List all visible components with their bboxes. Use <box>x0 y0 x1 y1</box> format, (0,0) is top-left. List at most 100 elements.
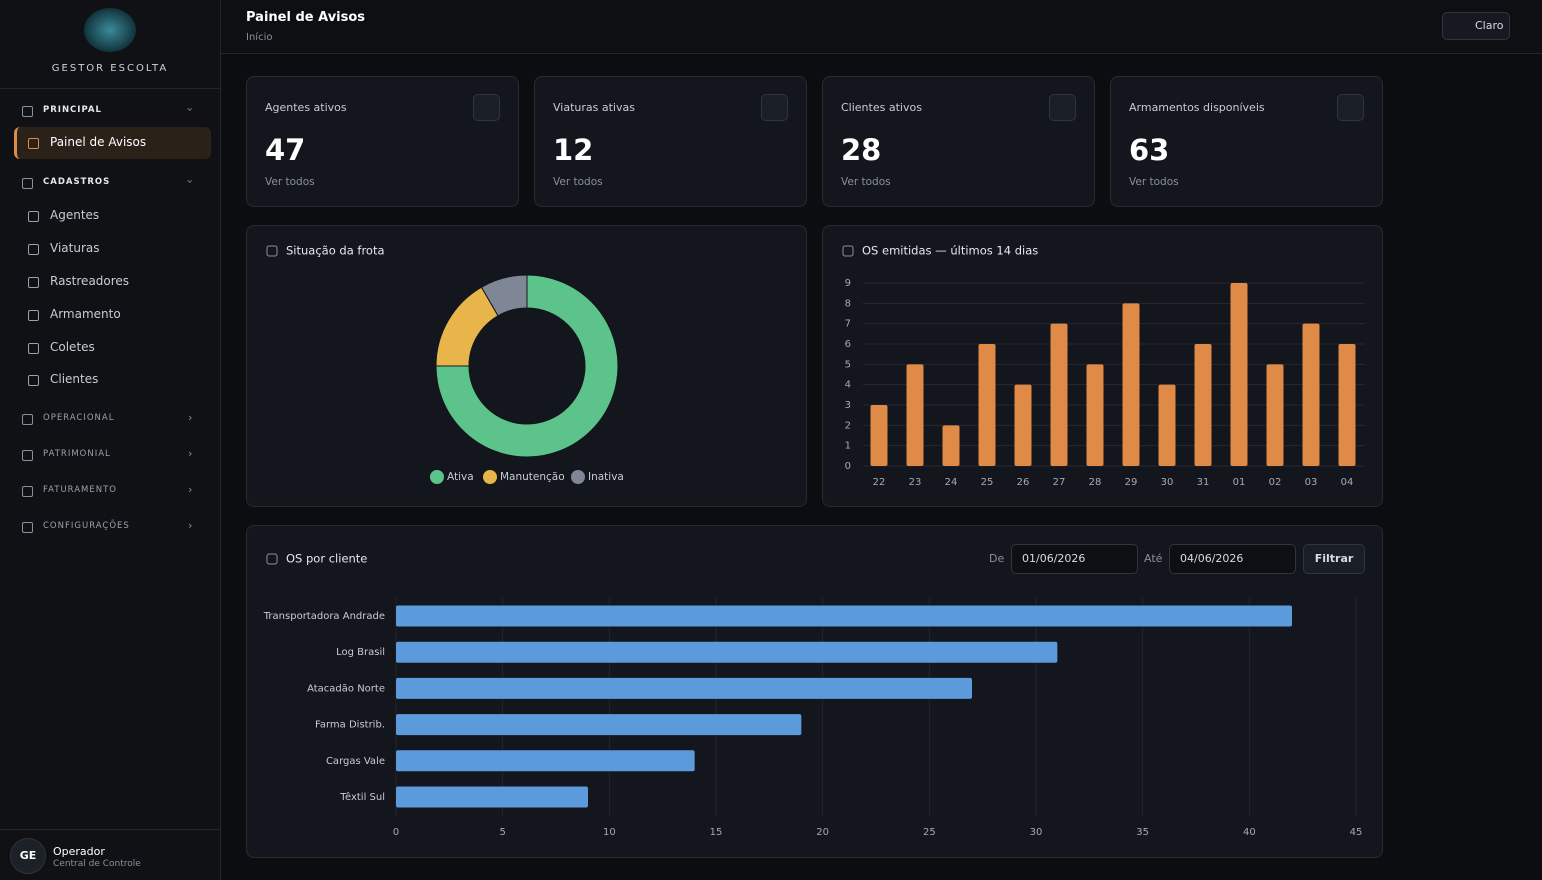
bar <box>396 677 972 699</box>
x-tick-label: 5 <box>499 827 505 838</box>
legend-swatch <box>571 470 585 484</box>
nav-item[interactable]: Painel de Avisos <box>50 135 147 149</box>
nav-item[interactable]: Agentes <box>50 208 100 222</box>
card-icon <box>761 94 788 121</box>
x-tick-label: 04 <box>1341 477 1354 488</box>
nav-item[interactable]: Coletes <box>50 340 95 354</box>
section-title: CADASTROS <box>43 177 111 187</box>
card-link[interactable]: Ver todos <box>553 176 603 188</box>
bar <box>1338 344 1356 466</box>
legend-label: Inativa <box>588 471 624 483</box>
page-title: Painel de Avisos <box>246 10 366 25</box>
nav-item[interactable]: Viaturas <box>50 241 100 255</box>
x-tick-label: 15 <box>710 827 723 838</box>
logo <box>84 8 136 52</box>
legend-swatch <box>430 470 444 484</box>
item-icon <box>28 310 39 321</box>
bar <box>1266 364 1284 466</box>
x-tick-label: 25 <box>981 477 994 488</box>
chart-title: Situação da frota <box>286 244 385 258</box>
divider <box>0 88 220 89</box>
stat-card: Viaturas ativas 12 Ver todos <box>534 76 807 207</box>
x-tick-label: 31 <box>1197 477 1210 488</box>
y-tick-label: 9 <box>845 278 851 289</box>
x-tick-label: 03 <box>1305 477 1318 488</box>
x-tick-label: 20 <box>816 827 829 838</box>
x-tick-label: 0 <box>393 827 399 838</box>
bar <box>1158 384 1176 466</box>
y-tick-label: 7 <box>845 319 851 330</box>
fleet-panel: Situação da frota Ativa Manutenção Inativa <box>246 225 807 507</box>
chart: OS emitidas — últimos 14 dias01234567892… <box>842 244 1365 488</box>
from-label: De <box>989 552 1005 565</box>
y-tick-label: Atacadão Norte <box>307 683 385 694</box>
chart: Situação da frota Ativa Manutenção Inativa <box>266 244 624 484</box>
date-from[interactable]: 01/06/2026 <box>1011 544 1138 574</box>
card-link[interactable]: Ver todos <box>841 176 891 188</box>
card-link[interactable]: Ver todos <box>265 176 315 188</box>
y-tick-label: Transportadora Andrade <box>263 611 385 622</box>
chevron[interactable]: › <box>188 411 193 424</box>
bar <box>396 605 1292 627</box>
nav-item[interactable]: Clientes <box>50 372 99 386</box>
item-icon <box>28 277 39 288</box>
y-tick-label: Têxtil Sul <box>339 791 385 803</box>
os-client-panel: OS por cliente 0 5 10 15 20 25 30 35 40 45 Transpor… <box>246 525 1383 858</box>
section-title: OPERACIONAL <box>43 413 115 423</box>
item-icon <box>28 244 39 255</box>
section-title: FATURAMENTO <box>43 485 117 495</box>
x-tick-label: 40 <box>1243 827 1256 838</box>
y-tick-label: Log Brasil <box>336 647 385 658</box>
nav-item[interactable]: Rastreadores <box>50 274 130 288</box>
section-title: CONFIGURAÇÕES <box>43 521 130 531</box>
chevron[interactable]: › <box>188 483 193 496</box>
item-icon <box>28 375 39 386</box>
date-to[interactable]: 04/06/2026 <box>1169 544 1296 574</box>
card-label: Armamentos disponíveis <box>1129 101 1265 114</box>
bar <box>1050 323 1068 466</box>
x-tick-label: 22 <box>873 477 886 488</box>
card-link[interactable]: Ver todos <box>1129 176 1179 188</box>
bar <box>1014 384 1032 466</box>
nav-item[interactable]: Armamento <box>50 307 121 321</box>
chevron[interactable]: › <box>183 107 197 112</box>
legend-label: Ativa <box>447 471 474 483</box>
section-icon <box>22 178 33 189</box>
section-icon <box>22 106 33 117</box>
x-tick-label: 29 <box>1125 477 1138 488</box>
avatar: GE <box>10 838 46 874</box>
stat-card: Agentes ativos 47 Ver todos <box>246 76 519 207</box>
y-tick-label: 5 <box>845 359 851 370</box>
chart-title: OS emitidas — últimos 14 dias <box>862 244 1038 258</box>
title-icon <box>842 245 854 257</box>
bar <box>906 364 924 466</box>
theme-button[interactable]: Claro <box>1442 12 1510 40</box>
chevron[interactable]: › <box>183 179 197 184</box>
chevron[interactable]: › <box>188 519 193 532</box>
y-tick-label: 8 <box>845 298 851 309</box>
section-icon <box>22 522 33 533</box>
x-tick-label: 26 <box>1017 477 1030 488</box>
x-tick-label: 45 <box>1350 827 1363 838</box>
chart: OS por cliente 0 5 10 15 20 25 30 35 40 45 Transpor… <box>263 552 1363 839</box>
bar <box>396 714 802 736</box>
title-icon <box>266 245 278 257</box>
card-value: 47 <box>265 133 306 167</box>
bar <box>396 750 695 772</box>
stat-card: Clientes ativos 28 Ver todos <box>822 76 1095 207</box>
x-tick-label: 23 <box>909 477 922 488</box>
title-icon <box>266 553 278 565</box>
x-tick-label: 24 <box>945 477 958 488</box>
y-tick-label: 3 <box>845 400 851 411</box>
filter-button[interactable]: Filtrar <box>1303 544 1365 574</box>
sidebar: GESTOR ESCOLTA GE Operador Central de Co… <box>0 0 221 880</box>
chart-title: OS por cliente <box>286 552 367 566</box>
x-tick-label: 30 <box>1161 477 1174 488</box>
section-title: PRINCIPAL <box>43 105 102 115</box>
os-days-panel: OS emitidas — últimos 14 dias 0 1 2 3 4 5 6 7 8 9 2… <box>822 225 1383 507</box>
section-icon <box>22 486 33 497</box>
user-name: Operador <box>53 845 105 858</box>
chevron[interactable]: › <box>188 447 193 460</box>
card-value: 28 <box>841 133 882 167</box>
